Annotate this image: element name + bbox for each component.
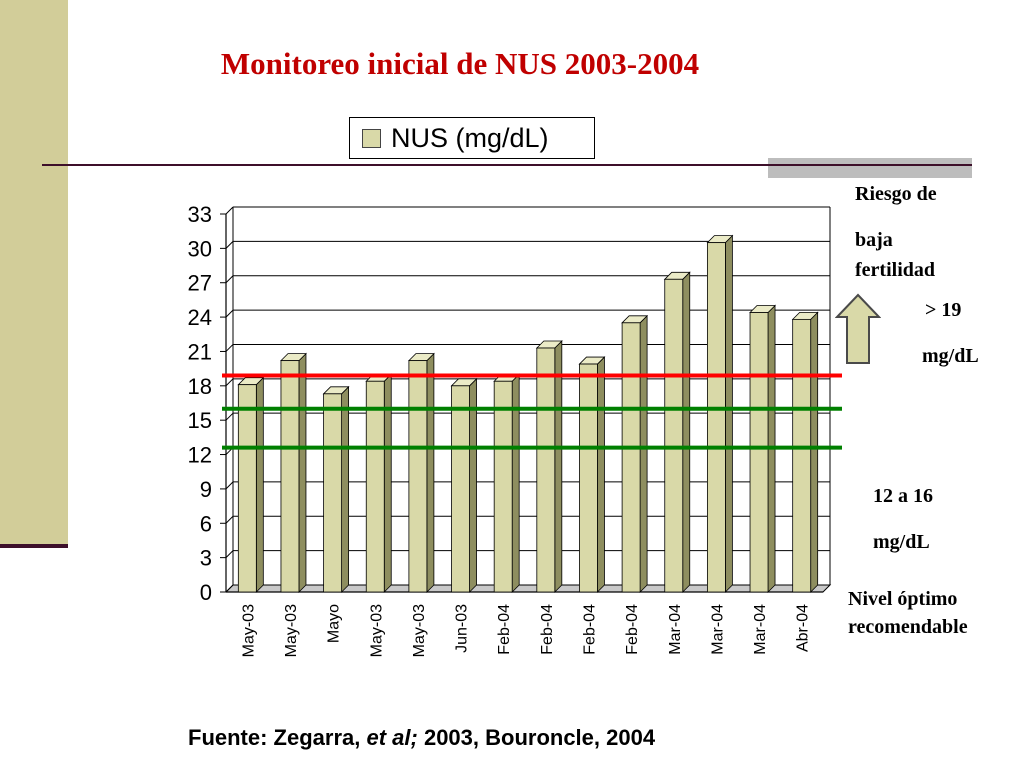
- bar: [621, 322, 641, 593]
- x-tick-label: Mar-04: [667, 604, 684, 655]
- y-tick-label: 15: [188, 408, 212, 433]
- y-tick-label: 21: [188, 339, 212, 364]
- optimal-value-line-1: 12 a 16: [873, 485, 933, 507]
- gridline-depth: [225, 241, 234, 249]
- bar: [408, 360, 428, 593]
- bar: [706, 242, 726, 593]
- y-tick-label: 0: [200, 580, 212, 605]
- y-tick-label: 12: [188, 443, 212, 468]
- y-tick-label: 6: [200, 511, 212, 536]
- x-tick-label: May-03: [283, 604, 300, 657]
- y-tick-label: 27: [188, 271, 212, 296]
- gridline-depth: [225, 206, 234, 215]
- bar-side: [682, 271, 691, 593]
- x-tick-label: Mar-04: [752, 604, 769, 655]
- chart-legend: NUS (mg/dL): [349, 117, 595, 159]
- x-tick-label: Feb-04: [624, 604, 641, 655]
- bar: [280, 360, 300, 593]
- bar-side: [597, 356, 605, 593]
- bar: [451, 385, 470, 593]
- risk-value-line-1: > 19: [925, 299, 962, 321]
- optimal-value-line-2: mg/dL: [873, 531, 930, 553]
- x-tick-label: Feb-04: [581, 604, 598, 655]
- optimal-title-line-2: recomendable: [848, 616, 968, 638]
- risk-title-line-3: fertilidad: [855, 259, 935, 281]
- x-tick-label: Mar-04: [709, 604, 726, 655]
- bar-side: [554, 340, 563, 593]
- y-tick-label: 3: [200, 546, 212, 571]
- gridline-depth: [225, 584, 234, 593]
- x-tick-label: May-03: [411, 604, 428, 657]
- risk-value-line-2: mg/dL: [922, 345, 979, 367]
- x-tick-label: May-03: [240, 604, 257, 657]
- bar-side: [724, 234, 733, 593]
- y-tick-label: 24: [188, 305, 212, 330]
- side-decoration-underline: [0, 544, 68, 548]
- bar: [664, 278, 684, 593]
- y-tick-label: 9: [200, 477, 212, 502]
- gridline-depth: [225, 515, 234, 524]
- x-tick-label: Feb-04: [539, 604, 556, 655]
- source-italic: et al;: [366, 725, 418, 750]
- gridline-depth: [225, 275, 234, 284]
- bar: [365, 380, 385, 593]
- x-tick-label: Abr-04: [795, 604, 812, 652]
- y-tick-label: 33: [188, 202, 212, 227]
- gridline-depth: [225, 309, 234, 318]
- plot-back-wall: [226, 207, 830, 592]
- legend-swatch: [362, 128, 381, 148]
- bar: [792, 318, 812, 593]
- gridline-depth: [225, 481, 234, 490]
- bar: [323, 393, 343, 593]
- plot-floor: [224, 584, 832, 593]
- header-rule: [42, 164, 972, 166]
- x-tick-label: Jun-03: [454, 604, 471, 653]
- gridline-depth: [225, 412, 234, 421]
- risk-title-line-2: baja: [855, 229, 893, 251]
- x-tick-label: Feb-04: [496, 604, 513, 655]
- bar-side: [341, 385, 350, 593]
- bar-side: [810, 311, 819, 593]
- bar: [749, 312, 769, 593]
- gridline-depth: [225, 378, 234, 387]
- arrow-up-icon: [835, 293, 881, 364]
- source-suffix: 2003, Bouroncle, 2004: [417, 725, 656, 750]
- x-tick-label: Mayo: [326, 604, 343, 643]
- bar-side: [298, 352, 307, 593]
- gridline-depth: [225, 344, 234, 352]
- source-prefix: Fuente: Zegarra,: [188, 725, 367, 750]
- bar: [579, 363, 598, 593]
- bar: [493, 380, 513, 593]
- x-tick-label: May-03: [368, 604, 385, 657]
- y-tick-label: 30: [188, 236, 212, 261]
- y-tick-label: 18: [188, 374, 212, 399]
- gridline-depth: [225, 550, 234, 558]
- source-citation: Fuente: Zegarra, et al; 2003, Bouroncle,…: [188, 725, 655, 751]
- optimal-title-line-1: Nivel óptimo: [848, 588, 958, 610]
- header-rule-accent: [768, 158, 972, 178]
- slide-title: Monitoreo inicial de NUS 2003-2004: [220, 46, 700, 81]
- legend-label: NUS (mg/dL): [391, 122, 549, 153]
- risk-title-line-1: Riesgo de: [855, 183, 937, 205]
- bar-side: [469, 377, 477, 593]
- side-decoration-strip: [0, 0, 68, 546]
- bar: [237, 384, 257, 593]
- bar-side: [426, 352, 435, 593]
- bar: [536, 347, 556, 593]
- bar-side: [639, 314, 648, 593]
